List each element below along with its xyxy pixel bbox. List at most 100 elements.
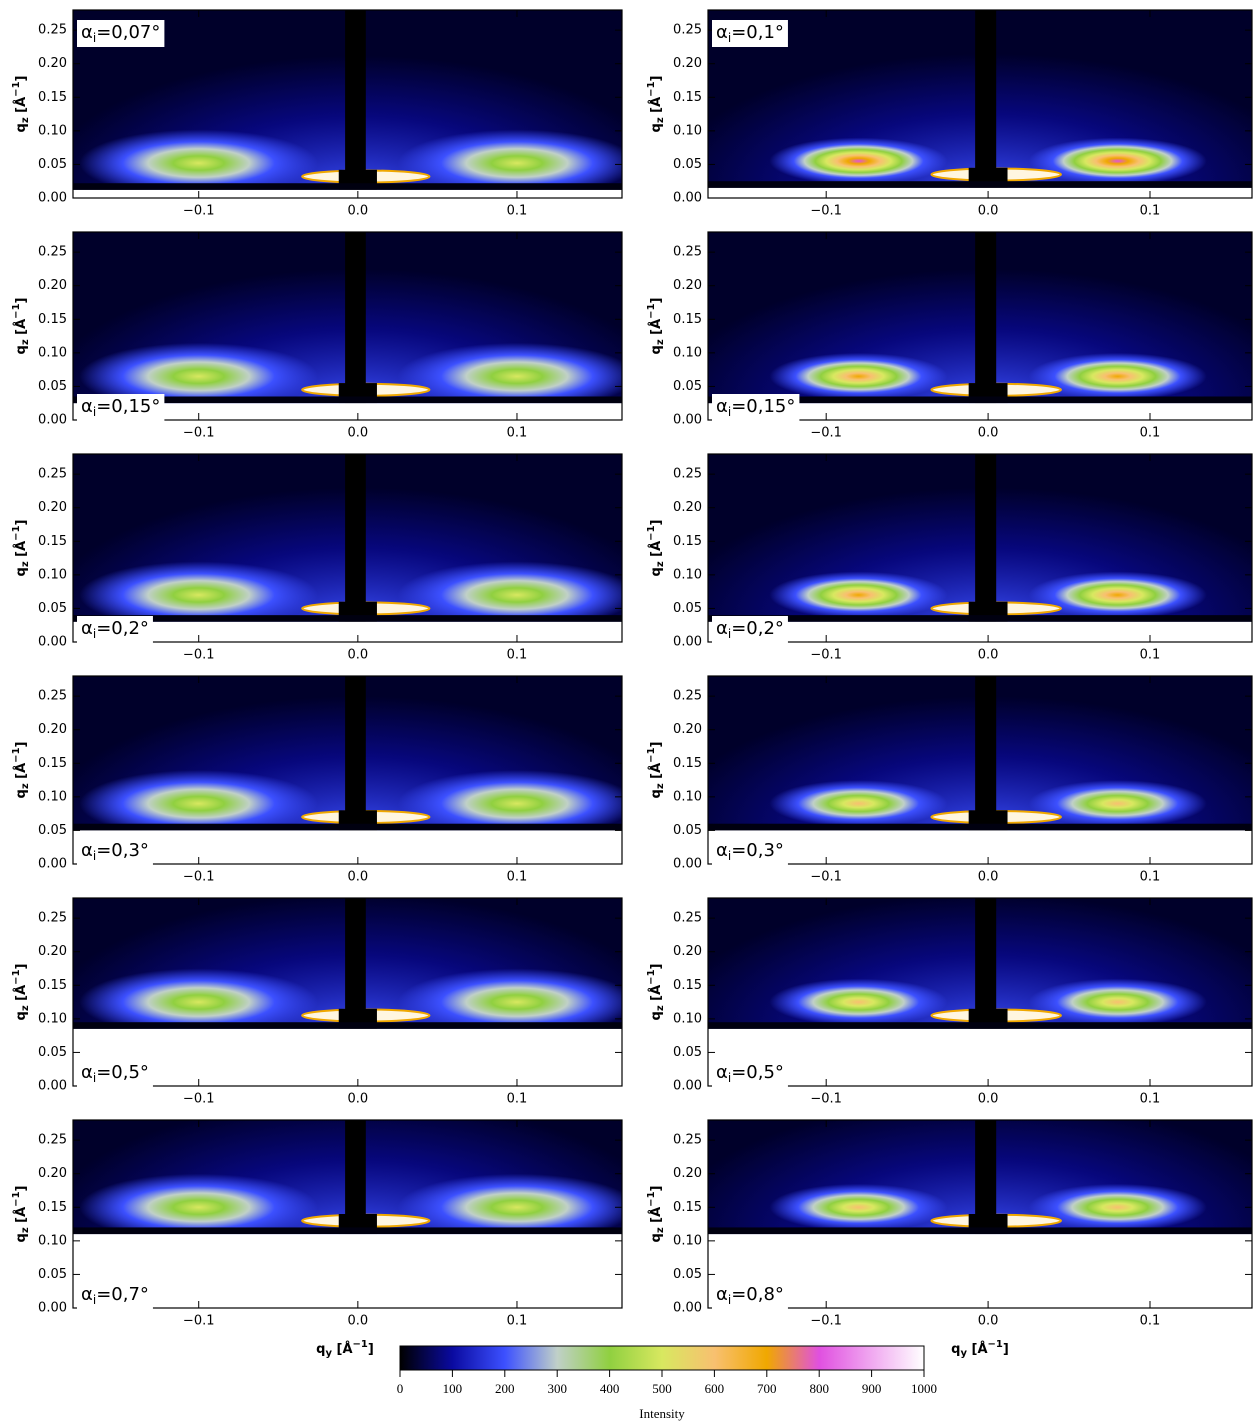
scattering-lobe <box>397 1173 622 1241</box>
x-tick-label: 0.1 <box>507 648 528 663</box>
x-tick-label: 0.0 <box>347 870 368 885</box>
axis-label: qz [Å−1] <box>11 742 31 799</box>
horizon-band <box>708 181 1252 188</box>
annotation-symbol: α <box>716 618 728 639</box>
y-tick-label: 0.20 <box>38 500 67 515</box>
label-part: [Å <box>13 985 29 1006</box>
beamstop <box>345 10 366 190</box>
scattering-lobe <box>769 137 948 185</box>
y-tick-label: 0.10 <box>38 123 67 138</box>
heatmap <box>708 1120 1252 1308</box>
y-tick-label: 0.05 <box>673 1267 702 1282</box>
annotation-sub: i <box>728 849 731 863</box>
y-tick-label: 0.05 <box>38 823 67 838</box>
colorbar-tick-label: 300 <box>547 1381 567 1396</box>
x-tick-label: 0.0 <box>347 204 368 219</box>
annotation-box <box>712 1060 788 1087</box>
label-part: q <box>14 1011 29 1020</box>
axis-label: qy [Å−1] <box>316 1339 374 1359</box>
x-tick-label: 0.0 <box>347 426 368 441</box>
annotation-symbol: α <box>716 840 728 861</box>
label-part: ] <box>1003 1342 1009 1357</box>
label-part: −1 <box>988 1339 1003 1350</box>
colorbar-tick-label: 500 <box>652 1381 672 1396</box>
y-tick-label: 0.05 <box>38 1267 67 1282</box>
frame <box>707 675 1253 865</box>
annotation: αi=0,7° <box>81 1284 149 1307</box>
axis-label: qz [Å−1] <box>11 520 31 577</box>
heatmap <box>708 676 1252 864</box>
label-part: q <box>649 789 664 798</box>
label-part: z <box>655 1227 666 1233</box>
horizon-band <box>708 615 1252 622</box>
y-tick-label: 0.00 <box>38 1301 67 1316</box>
mask <box>73 1028 622 1086</box>
beamstop <box>975 10 997 188</box>
beamstop <box>975 1120 997 1235</box>
y-tick-label: 0.25 <box>38 467 67 482</box>
colorbar-tick-label: 700 <box>757 1381 777 1396</box>
y-tick-label: 0.10 <box>38 789 67 804</box>
y-tick-label: 0.15 <box>673 534 702 549</box>
scattering-lobe <box>769 352 948 400</box>
label-part: y <box>960 1348 967 1359</box>
axis-label: qz [Å−1] <box>11 76 31 133</box>
y-tick-label: 0.00 <box>673 191 702 206</box>
annotation-box <box>77 1060 153 1087</box>
annotation-text: =0,5° <box>731 1062 784 1083</box>
x-tick-label: 0.0 <box>978 648 999 663</box>
label-part: [Å <box>13 319 29 340</box>
label-part: q <box>649 1233 664 1242</box>
x-tick-label: 0.1 <box>1140 870 1161 885</box>
frame <box>707 231 1253 421</box>
y-tick-label: 0.20 <box>38 722 67 737</box>
mask <box>73 1234 622 1308</box>
x-tick-label: −0.1 <box>183 1092 215 1107</box>
x-tick-label: 0.0 <box>347 1092 368 1107</box>
label-part: q <box>14 123 29 132</box>
y-tick-label: 0.00 <box>38 413 67 428</box>
y-tick-label: 0.25 <box>673 1133 702 1148</box>
heatmap <box>73 676 622 864</box>
y-tick-label: 0.05 <box>38 157 67 172</box>
beamstop <box>345 232 366 404</box>
annotation-sub: i <box>93 1293 96 1307</box>
annotation-sub: i <box>93 849 96 863</box>
x-tick-label: 0.1 <box>507 1314 528 1329</box>
label-part: z <box>20 1227 31 1233</box>
y-tick-label: 0.20 <box>673 500 702 515</box>
label-part: z <box>655 783 666 789</box>
x-tick-label: 0.1 <box>507 204 528 219</box>
beamstop <box>345 676 366 831</box>
annotation: αi=0,15° <box>81 396 160 419</box>
scattering-lobe <box>397 342 622 410</box>
x-tick-label: 0.0 <box>347 1314 368 1329</box>
scattering-lobe <box>79 561 319 629</box>
label-part: ] <box>14 964 29 970</box>
horizon-band <box>73 615 622 622</box>
heatmap <box>73 232 622 420</box>
frame <box>72 453 623 643</box>
horizon-band <box>73 1227 622 1235</box>
annotation-symbol: α <box>81 22 93 43</box>
scattering-lobe <box>397 968 622 1036</box>
annotation-symbol: α <box>81 1284 93 1305</box>
label-part: [Å <box>648 97 664 118</box>
frame <box>72 231 623 421</box>
beamstop <box>975 454 997 622</box>
colorbar-tick-label: 0 <box>397 1381 404 1396</box>
annotation-text: =0,07° <box>96 22 160 43</box>
y-tick-label: 0.05 <box>673 601 702 616</box>
y-tick-label: 0.15 <box>38 312 67 327</box>
mask <box>708 1028 1252 1086</box>
colorbar-tick-label: 900 <box>862 1381 882 1396</box>
label-part: −1 <box>353 1339 368 1350</box>
y-tick-label: 0.15 <box>38 90 67 105</box>
annotation-sub: i <box>728 405 731 419</box>
y-tick-label: 0.10 <box>38 1011 67 1026</box>
annotation-box <box>712 20 788 47</box>
axis-label: qz [Å−1] <box>646 742 666 799</box>
label-part: ] <box>649 964 664 970</box>
y-tick-label: 0.00 <box>38 191 67 206</box>
x-tick-label: −0.1 <box>810 1314 842 1329</box>
